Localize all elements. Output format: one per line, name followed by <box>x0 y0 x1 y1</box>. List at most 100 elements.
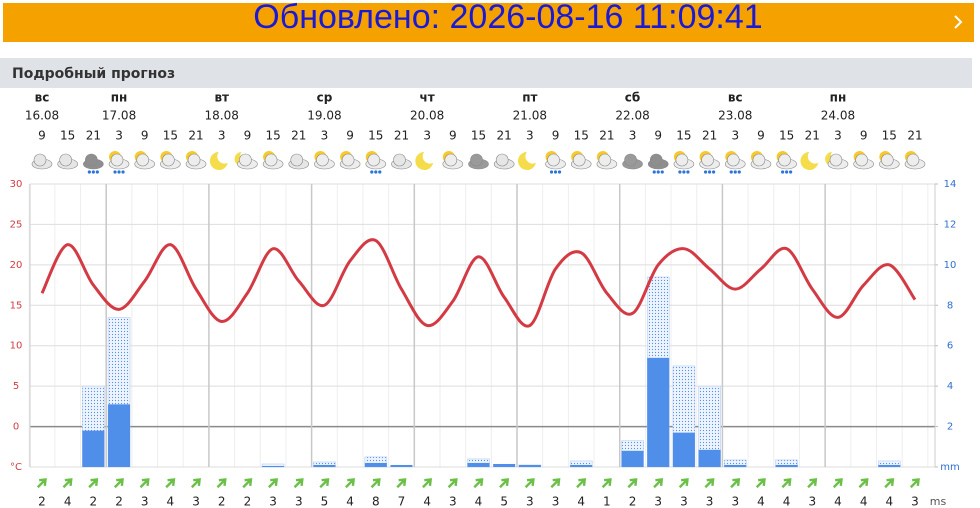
weather-icon <box>879 151 900 170</box>
weather-icon <box>904 151 926 170</box>
wind-speed: 3 <box>192 495 200 508</box>
weather-icon <box>622 153 643 170</box>
icon-cloud <box>444 153 458 167</box>
hour-label: 15 <box>60 129 75 143</box>
icon-moon <box>800 152 819 170</box>
wind-arrow <box>755 478 766 489</box>
temperature-line <box>40 238 917 328</box>
wind-arrow <box>293 478 304 489</box>
precipitation-bar <box>108 404 131 467</box>
arrow-shape <box>550 478 561 489</box>
icon-cloud <box>881 153 894 167</box>
arrow-shape <box>678 478 689 489</box>
wind-speed: 3 <box>449 495 457 508</box>
y-tick-label: °C <box>10 462 22 473</box>
day-name: чт <box>420 91 435 105</box>
weather-icon <box>673 151 695 174</box>
hour-label: 15 <box>779 129 794 143</box>
precipitation-bar <box>364 462 387 467</box>
wind-speed: 7 <box>398 495 406 508</box>
wind-arrow <box>884 478 895 489</box>
arrow-shape <box>88 478 99 489</box>
arrow-shape <box>422 478 433 489</box>
wind-speed: 4 <box>346 495 354 508</box>
day-name: вс <box>728 91 743 105</box>
wind-arrow <box>704 478 715 489</box>
icon-cloud <box>85 153 98 167</box>
hour-label: 15 <box>368 129 383 143</box>
arrow-shape <box>447 478 458 489</box>
wind-speed: 2 <box>629 495 637 508</box>
wind-speed: 3 <box>295 495 303 508</box>
arrow-shape <box>807 478 818 489</box>
arrow-shape <box>704 478 715 489</box>
weather-icon <box>724 151 746 174</box>
icon-cloud <box>572 153 586 167</box>
icon-rain <box>117 170 121 174</box>
icon-cloud <box>367 153 381 167</box>
icon-cloud <box>393 153 406 167</box>
wind-speed: 4 <box>167 495 175 508</box>
icon-moon <box>518 152 536 170</box>
icon-cloud <box>33 153 47 167</box>
wind-arrow <box>909 478 920 489</box>
wind-speed: 3 <box>654 495 662 508</box>
wind-arrow <box>653 478 664 489</box>
icon-rain <box>656 170 660 174</box>
banner-chevron[interactable] <box>954 15 963 29</box>
arrow-shape <box>858 478 869 489</box>
y2-tick-label: 6 <box>947 341 953 352</box>
wind-speed: 4 <box>834 495 842 508</box>
hour-label: 9 <box>654 129 662 143</box>
wind-speed: 2 <box>38 495 46 508</box>
hour-label: 9 <box>449 129 457 143</box>
hour-label: 21 <box>907 129 922 143</box>
arrow-shape <box>62 478 73 489</box>
icon-rain <box>785 170 789 174</box>
weather-icon <box>415 152 434 170</box>
weather-icon <box>262 151 284 170</box>
weather-icon <box>288 153 310 170</box>
wind-arrow <box>216 478 227 489</box>
hour-label: 9 <box>860 129 868 143</box>
wind-arrow <box>36 478 47 489</box>
wind-unit: ms <box>930 495 947 508</box>
day-name: вт <box>214 91 229 105</box>
day-date: 17.08 <box>102 109 136 123</box>
hour-label: 3 <box>423 129 431 143</box>
icon-rain <box>370 170 374 174</box>
y2-tick-label: 4 <box>947 381 953 392</box>
y-tick-label: 15 <box>10 300 23 311</box>
icon-rain <box>781 170 785 174</box>
precipitation-bar <box>647 357 670 467</box>
wind-speed: 5 <box>500 495 508 508</box>
section-header <box>0 58 972 88</box>
icon-cloud <box>624 153 637 167</box>
weather-icon <box>545 151 566 174</box>
hour-label: 3 <box>834 129 842 143</box>
hour-label: 15 <box>882 129 897 143</box>
wind-speed: 4 <box>860 495 868 508</box>
icon-cloud <box>495 153 509 167</box>
icon-cloud <box>649 153 663 167</box>
y2-tick-label: 12 <box>944 219 957 230</box>
day-date: 19.08 <box>307 109 341 123</box>
banner[interactable] <box>3 3 974 42</box>
y-tick-label: 10 <box>10 341 23 352</box>
icon-cloud <box>778 153 791 167</box>
weather-icon <box>518 152 536 170</box>
icon-cloud <box>855 153 868 167</box>
weather-icon <box>108 151 130 174</box>
wind-arrow <box>730 478 741 489</box>
icon-cloud <box>752 153 766 167</box>
weather-icon <box>493 153 515 170</box>
wind-arrow <box>345 478 356 489</box>
wind-speed: 3 <box>808 495 816 508</box>
weather-icon <box>596 151 618 170</box>
wind-speed: 4 <box>423 495 431 508</box>
y2-tick-label: 10 <box>944 260 957 271</box>
hour-label: 3 <box>629 129 637 143</box>
y2-tick-label: 8 <box>947 300 953 311</box>
weather-icon <box>570 151 592 170</box>
